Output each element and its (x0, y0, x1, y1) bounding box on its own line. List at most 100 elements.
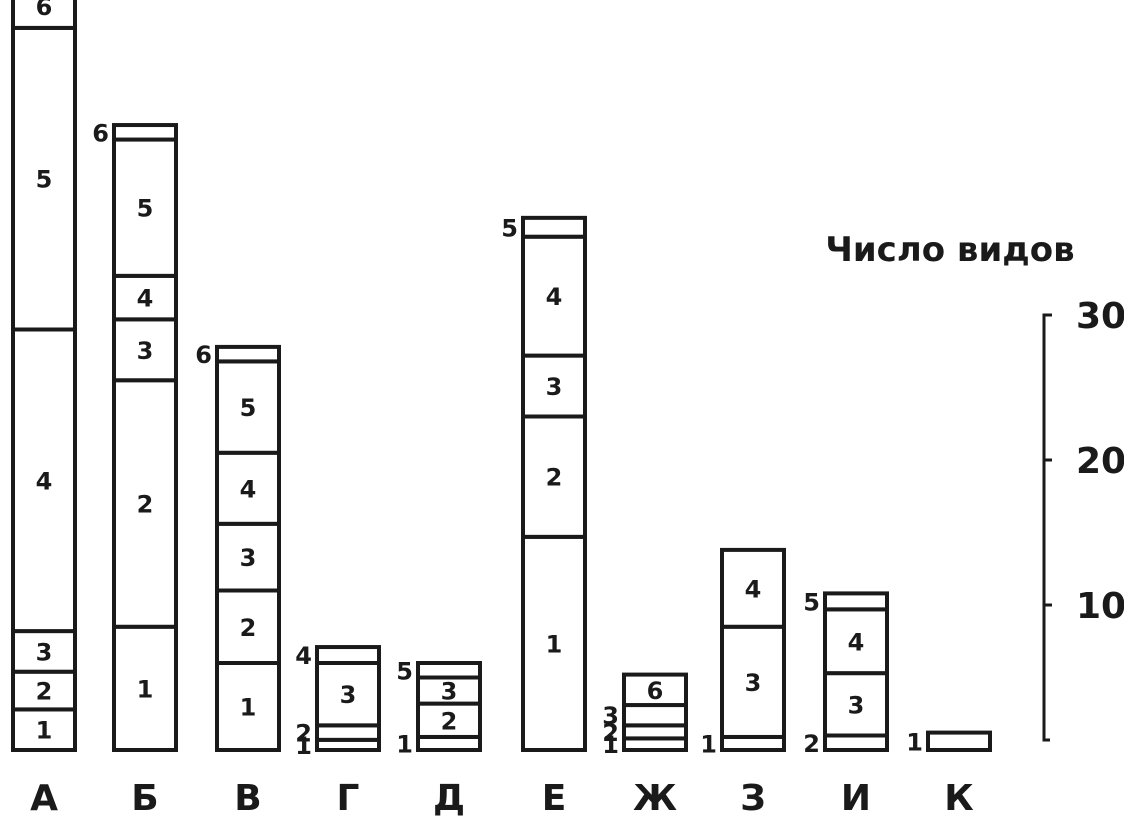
category-label: Д (433, 778, 465, 816)
segment-label: 2 (240, 614, 257, 642)
segment-label: 2 (602, 719, 619, 747)
segment-label: 4 (36, 467, 53, 495)
y-axis: 10 20 30 (1042, 296, 1124, 742)
segment-label: 1 (602, 731, 619, 759)
y-axis-bracket (1042, 313, 1050, 742)
bar-segment (521, 215, 587, 239)
bar-9: 23 45 И (803, 588, 889, 816)
bar-segment (11, 669, 77, 712)
y-tick-label: 30 (1076, 296, 1124, 337)
segment-label: 3 (602, 702, 619, 730)
segment-label: 6 (195, 341, 212, 369)
segment-label: 3 (745, 669, 762, 697)
segment-label: 4 (137, 285, 154, 313)
bar-6: 1 2 3 4 5 Е (501, 214, 587, 816)
segment-label: 1 (546, 630, 563, 658)
bar-segment (315, 723, 381, 742)
bar-segment (112, 378, 178, 629)
bar-segment (823, 591, 889, 612)
category-label: Е (542, 778, 567, 816)
segment-label: 6 (92, 119, 109, 147)
bar-segment (215, 344, 281, 364)
bar-3: 1 2 3 4 56 В (195, 341, 281, 816)
bar-segment (823, 671, 889, 738)
segment-label: 1 (396, 730, 413, 758)
segment-label: 3 (546, 373, 563, 401)
bar-segment (315, 645, 381, 665)
category-label: К (944, 778, 973, 816)
segment-label: 5 (240, 394, 257, 422)
bar-segment (720, 624, 786, 739)
segment-label: 4 (295, 642, 312, 670)
segment-label: 4 (745, 575, 762, 603)
segment-label: 6 (36, 0, 53, 21)
segment-label: 4 (848, 628, 865, 656)
y-tick-label: 10 (1076, 586, 1124, 627)
segment-label: 2 (803, 730, 820, 758)
segment-label: 1 (295, 732, 312, 760)
bar-segment (720, 547, 786, 629)
category-label: Г (337, 778, 360, 816)
category-label: З (740, 778, 766, 816)
category-label: А (30, 778, 58, 816)
y-tick-label: 20 (1076, 441, 1124, 482)
bar-segment (215, 359, 281, 455)
category-label: И (841, 778, 871, 816)
segment-label: 1 (240, 694, 257, 722)
segment-label: 3 (137, 337, 154, 365)
segment-label: 3 (848, 691, 865, 719)
bar-segment (521, 414, 587, 539)
segment-label: 3 (240, 544, 257, 572)
segment-label: 1 (700, 730, 717, 758)
bar-segment (521, 234, 587, 358)
bar-8: 1 3 4 З (700, 547, 786, 816)
bar-segment (416, 661, 482, 680)
y-axis-ticks: 10 20 30 (1044, 296, 1124, 627)
bar-segment (315, 661, 381, 728)
bar-segment (112, 123, 178, 142)
segment-label: 3 (36, 638, 53, 666)
segment-label: 4 (546, 283, 563, 311)
segment-label: 3 (441, 678, 458, 706)
bar-1: 1 2 3 4 5 6 А (11, 0, 77, 816)
bar-segment (416, 675, 482, 706)
segment-label: 5 (396, 657, 413, 685)
segment-label: 5 (803, 588, 820, 616)
bar-segment (521, 353, 587, 419)
segment-label: 5 (36, 166, 53, 194)
category-label: Б (131, 778, 158, 816)
bar-segment (11, 0, 77, 30)
segment-label: 2 (295, 720, 312, 748)
bar-segment (112, 317, 178, 383)
bar-segment (622, 703, 688, 728)
segment-label: 2 (36, 678, 53, 706)
segment-label: 2 (137, 491, 154, 519)
segment-label: 1 (36, 717, 53, 745)
segment-label: 1 (137, 675, 154, 703)
bars-group: 123456А123456Б123456В1234Г1235Д12345Е123… (11, 0, 992, 816)
segment-label: 2 (546, 464, 563, 492)
segment-label: 6 (647, 677, 664, 705)
bar-segment (926, 730, 992, 752)
y-axis-title: Число видов (825, 230, 1074, 270)
segment-label: 2 (441, 707, 458, 735)
bar-segment (11, 707, 77, 753)
category-label: Ж (633, 778, 677, 816)
segment-label: 1 (906, 728, 923, 756)
category-label: В (234, 778, 261, 816)
bar-segment (11, 327, 77, 634)
bar-segment (823, 733, 889, 752)
segment-label: 5 (137, 195, 154, 223)
bar-10: 1К (906, 728, 992, 816)
bar-2: 1 2 3 4 5 6 Б (92, 119, 178, 816)
bar-segment (215, 661, 281, 752)
bar-segment (112, 273, 178, 322)
segment-label: 3 (340, 681, 357, 709)
segment-label: 4 (240, 475, 257, 503)
bar-segment (622, 672, 688, 708)
segment-label: 5 (501, 214, 518, 242)
